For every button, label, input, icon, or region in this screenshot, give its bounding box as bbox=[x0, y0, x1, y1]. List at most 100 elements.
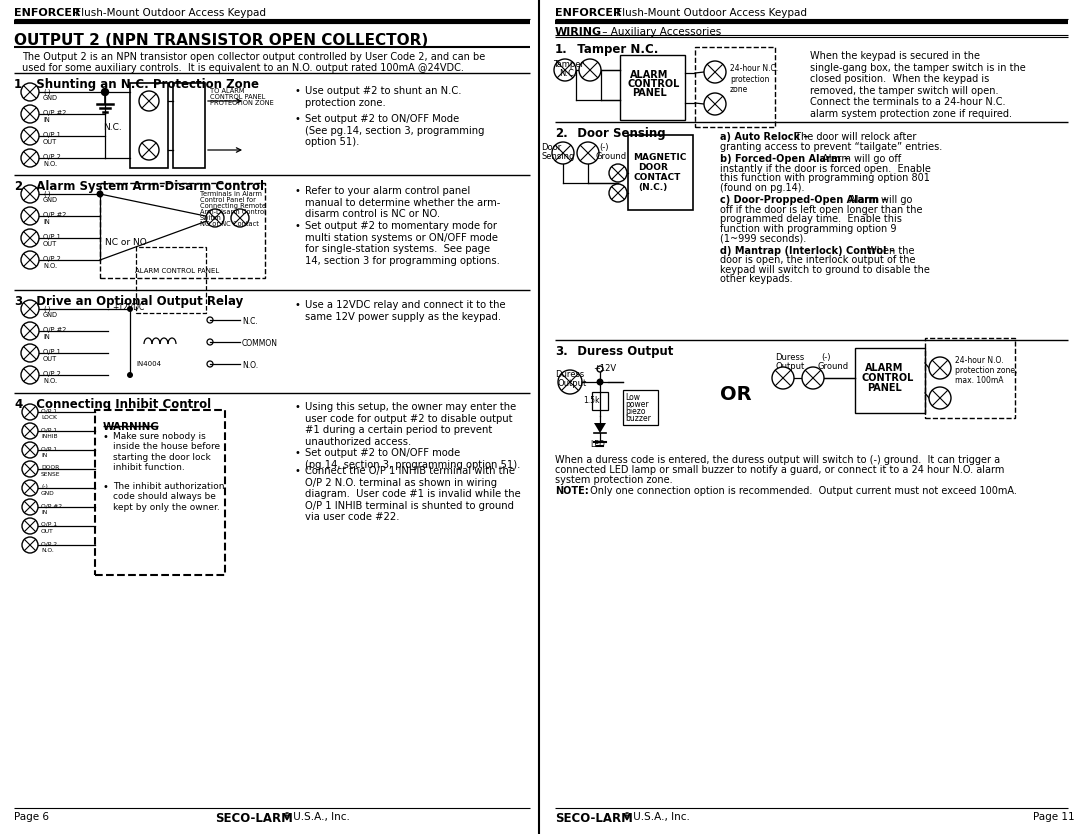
Text: O/P 2: O/P 2 bbox=[43, 256, 60, 262]
Text: OUT: OUT bbox=[41, 529, 54, 534]
Text: Shunting an N.C. Protection Zone: Shunting an N.C. Protection Zone bbox=[28, 78, 259, 91]
Text: this function with programming option 801: this function with programming option 80… bbox=[720, 173, 930, 183]
Circle shape bbox=[609, 184, 627, 202]
Text: O/P 1: O/P 1 bbox=[41, 522, 57, 527]
Text: •: • bbox=[295, 86, 301, 96]
Text: Alarm System Arm-Disarm Control: Alarm System Arm-Disarm Control bbox=[28, 180, 264, 193]
Text: function with programming option 9: function with programming option 9 bbox=[720, 224, 896, 234]
Circle shape bbox=[929, 387, 951, 409]
Circle shape bbox=[558, 370, 582, 394]
Text: OUT: OUT bbox=[43, 139, 57, 145]
Text: Alarm will go off: Alarm will go off bbox=[819, 154, 901, 164]
Text: 1.: 1. bbox=[555, 43, 568, 56]
Text: max. 100mA: max. 100mA bbox=[955, 376, 1003, 385]
Text: COMMON: COMMON bbox=[242, 339, 278, 348]
Text: +12V: +12V bbox=[593, 364, 616, 373]
Text: The Output 2 is an NPN transistor open collector output controlled by User Code : The Output 2 is an NPN transistor open c… bbox=[22, 52, 485, 62]
Text: Set output #2 to ON/OFF mode
(pg.14, section 3, programming option 51).: Set output #2 to ON/OFF mode (pg.14, sec… bbox=[305, 448, 521, 470]
Bar bbox=[136, 247, 206, 313]
Text: c) Door-Propped-Open Alarm –: c) Door-Propped-Open Alarm – bbox=[720, 195, 888, 205]
Circle shape bbox=[772, 367, 794, 389]
Circle shape bbox=[21, 229, 39, 247]
Text: +12VDC: +12VDC bbox=[112, 303, 145, 312]
Circle shape bbox=[802, 367, 824, 389]
Text: Duress: Duress bbox=[775, 353, 805, 362]
Text: OR: OR bbox=[720, 385, 752, 404]
Text: other keypads.: other keypads. bbox=[720, 274, 793, 284]
Circle shape bbox=[22, 442, 38, 458]
Circle shape bbox=[22, 461, 38, 477]
Text: Drive an Optional Output Relay: Drive an Optional Output Relay bbox=[28, 295, 243, 308]
Circle shape bbox=[21, 251, 39, 269]
Text: d) Mantrap (Interlock) Control –: d) Mantrap (Interlock) Control – bbox=[720, 245, 894, 255]
Bar bbox=[592, 392, 608, 410]
Text: OUT: OUT bbox=[43, 356, 57, 362]
Circle shape bbox=[22, 499, 38, 515]
Text: power: power bbox=[625, 400, 649, 409]
Text: O/P 2: O/P 2 bbox=[41, 541, 57, 546]
Bar bbox=[855, 348, 924, 413]
Text: (1~999 seconds).: (1~999 seconds). bbox=[720, 233, 807, 243]
Text: N.O.: N.O. bbox=[43, 378, 57, 384]
Text: IN: IN bbox=[43, 219, 50, 225]
Text: WIRING: WIRING bbox=[555, 27, 603, 37]
Text: 1.5k: 1.5k bbox=[583, 396, 599, 405]
Text: O/P 1: O/P 1 bbox=[43, 132, 60, 138]
Text: off if the door is left open longer than the: off if the door is left open longer than… bbox=[720, 204, 922, 214]
Text: door is open, the interlock output of the: door is open, the interlock output of th… bbox=[720, 255, 916, 265]
Text: O/P #2: O/P #2 bbox=[43, 327, 66, 333]
Text: 2.: 2. bbox=[14, 180, 27, 193]
Text: Door: Door bbox=[541, 143, 562, 152]
Text: WARNING: WARNING bbox=[103, 422, 160, 432]
Bar bbox=[130, 83, 168, 168]
Text: MAGNETIC: MAGNETIC bbox=[633, 153, 687, 162]
Bar bbox=[100, 183, 265, 278]
Text: buzzer: buzzer bbox=[625, 414, 651, 423]
Text: O/P #2: O/P #2 bbox=[41, 503, 63, 508]
Bar bbox=[627, 135, 693, 210]
Text: O/P 1: O/P 1 bbox=[41, 408, 57, 413]
Circle shape bbox=[577, 142, 599, 164]
Text: N.O.: N.O. bbox=[242, 361, 258, 370]
Text: Switch: Switch bbox=[200, 215, 221, 221]
Text: (-): (-) bbox=[43, 305, 51, 312]
Text: 2.: 2. bbox=[555, 127, 568, 140]
Text: •: • bbox=[295, 466, 301, 476]
Text: Control Panel for: Control Panel for bbox=[200, 197, 256, 203]
Text: programmed delay time.  Enable this: programmed delay time. Enable this bbox=[720, 214, 902, 224]
Text: Ground: Ground bbox=[816, 362, 848, 371]
Text: piezo: piezo bbox=[625, 407, 646, 416]
Circle shape bbox=[554, 59, 576, 81]
Bar bbox=[95, 410, 225, 575]
Text: OUT: OUT bbox=[43, 241, 57, 247]
Text: ®: ® bbox=[623, 812, 631, 821]
Text: O/P #2: O/P #2 bbox=[43, 212, 66, 218]
Circle shape bbox=[21, 83, 39, 101]
Text: Use output #2 to shunt an N.C.
protection zone.: Use output #2 to shunt an N.C. protectio… bbox=[305, 86, 461, 108]
Text: NC or NO: NC or NO bbox=[105, 238, 147, 247]
Text: •: • bbox=[295, 221, 301, 231]
Text: O/P 1: O/P 1 bbox=[43, 234, 60, 240]
Circle shape bbox=[21, 127, 39, 145]
Circle shape bbox=[21, 149, 39, 167]
Text: CONTACT: CONTACT bbox=[633, 173, 680, 182]
Circle shape bbox=[22, 518, 38, 534]
Text: When a duress code is entered, the duress output will switch to (-) ground.  It : When a duress code is entered, the dures… bbox=[555, 455, 1000, 465]
Text: U.S.A., Inc.: U.S.A., Inc. bbox=[630, 812, 690, 822]
Text: INHIB: INHIB bbox=[41, 434, 57, 439]
Text: N.O.: N.O. bbox=[43, 263, 57, 269]
Text: GND: GND bbox=[41, 491, 55, 496]
Circle shape bbox=[22, 480, 38, 496]
Text: Set output #2 to ON/OFF Mode
(See pg.14, section 3, programming
option 51).: Set output #2 to ON/OFF Mode (See pg.14,… bbox=[305, 114, 485, 147]
Text: N.C.: N.C. bbox=[103, 123, 122, 132]
Text: •: • bbox=[295, 402, 301, 412]
Text: •: • bbox=[295, 114, 301, 124]
Text: O/P 1: O/P 1 bbox=[43, 349, 60, 355]
Text: DOOR: DOOR bbox=[41, 465, 59, 470]
Text: IN4004: IN4004 bbox=[136, 361, 161, 367]
Text: Tamper N.C.: Tamper N.C. bbox=[569, 43, 659, 56]
Text: O/P 2: O/P 2 bbox=[43, 154, 60, 160]
Text: IN: IN bbox=[43, 334, 50, 340]
Text: Terminals in Alarm: Terminals in Alarm bbox=[200, 191, 261, 197]
Text: a) Auto Relock –: a) Auto Relock – bbox=[720, 132, 808, 142]
